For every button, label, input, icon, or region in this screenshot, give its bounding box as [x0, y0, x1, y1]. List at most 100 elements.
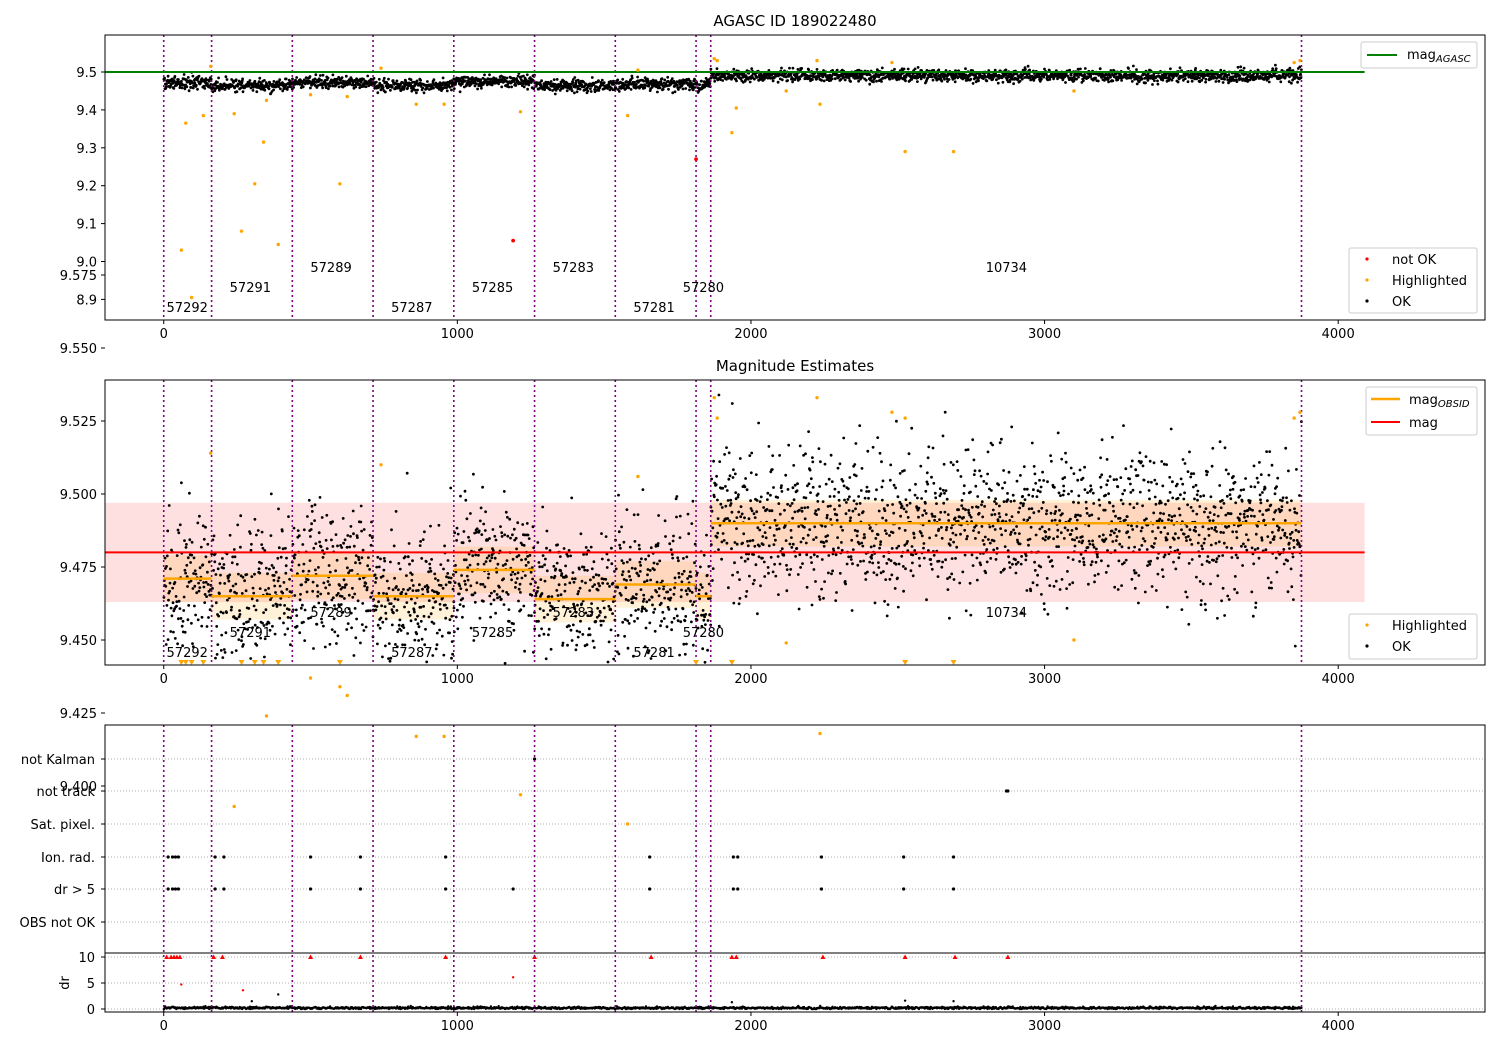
- ok-point: [663, 596, 667, 600]
- ok-point: [436, 579, 440, 582]
- ok-point: [633, 567, 637, 571]
- ok-point: [242, 622, 246, 626]
- ok-point: [238, 613, 242, 616]
- ok-point: [1018, 79, 1022, 83]
- ok-point: [411, 584, 415, 587]
- ok-point: [250, 542, 253, 546]
- ok-point: [263, 79, 266, 82]
- ok-point: [817, 508, 820, 511]
- ok-point: [634, 597, 638, 600]
- ok-point: [675, 495, 679, 498]
- ok-point: [456, 627, 460, 631]
- ok-point: [637, 608, 640, 611]
- ok-point: [626, 619, 630, 623]
- ok-point: [732, 67, 736, 71]
- ok-point: [874, 537, 878, 540]
- ok-point: [689, 599, 692, 603]
- ok-point: [603, 615, 607, 619]
- ok-point: [483, 585, 487, 589]
- ok-point: [253, 79, 257, 83]
- ok-point: [602, 619, 605, 623]
- ok-point: [1001, 80, 1005, 84]
- ok-point: [540, 79, 543, 83]
- ok-point: [537, 561, 541, 564]
- ok-point: [169, 630, 173, 633]
- ok-point: [274, 591, 277, 594]
- ok-point: [731, 476, 735, 479]
- ok-point: [406, 86, 409, 90]
- ok-point: [393, 597, 397, 601]
- ok-point: [401, 623, 405, 627]
- ok-point: [521, 523, 525, 526]
- ok-point: [389, 88, 392, 92]
- ok-point: [860, 467, 864, 470]
- ok-point: [836, 536, 839, 539]
- ok-point: [523, 574, 527, 577]
- ok-point: [368, 534, 372, 537]
- ok-point: [568, 624, 571, 628]
- ok-point: [207, 560, 211, 564]
- x-tick-label: 4000: [1322, 327, 1355, 342]
- ok-point: [204, 555, 208, 559]
- ok-point: [398, 567, 402, 571]
- ok-point: [241, 90, 245, 94]
- ok-point: [707, 565, 711, 568]
- ok-point: [635, 83, 638, 86]
- ok-point: [260, 530, 264, 534]
- ok-point: [840, 541, 843, 544]
- ok-point: [577, 590, 580, 593]
- ok-point: [207, 79, 211, 83]
- ok-point: [752, 553, 755, 556]
- ok-point: [272, 88, 275, 92]
- ok-point: [182, 609, 186, 612]
- ok-point: [272, 80, 276, 83]
- ok-point: [354, 636, 358, 640]
- ok-point: [566, 554, 570, 558]
- ok-point: [421, 538, 425, 541]
- ok-point: [892, 511, 896, 515]
- ok-point: [822, 79, 826, 83]
- ok-point: [387, 642, 391, 645]
- ok-point: [298, 598, 302, 602]
- ok-point: [408, 562, 411, 566]
- ok-point: [856, 529, 859, 533]
- ok-point: [692, 611, 696, 614]
- ok-point: [718, 460, 722, 463]
- ok-point: [804, 541, 808, 545]
- ok-point: [842, 484, 846, 488]
- ok-point: [879, 543, 882, 546]
- ok-point: [415, 79, 419, 83]
- ok-point: [341, 517, 345, 520]
- ok-point: [798, 553, 802, 557]
- panel1-legend-mag-agasc: magAGASC: [1360, 41, 1478, 69]
- ok-point: [512, 527, 516, 531]
- ok-point: [931, 78, 935, 82]
- ok-point: [449, 486, 453, 490]
- ok-point: [607, 640, 611, 644]
- ok-point: [571, 577, 574, 581]
- ok-point: [625, 579, 628, 582]
- ok-point: [416, 614, 419, 618]
- ok-point: [699, 565, 702, 569]
- ok-point: [704, 613, 708, 616]
- ok-point: [621, 620, 625, 624]
- ok-point: [652, 611, 655, 614]
- ok-point: [776, 555, 780, 558]
- ok-point: [805, 553, 809, 557]
- ok-point: [172, 81, 175, 84]
- ok-point: [817, 447, 821, 450]
- ok-point: [573, 76, 577, 79]
- ok-point: [1200, 78, 1204, 82]
- ok-point: [788, 573, 791, 577]
- highlighted-point: [276, 242, 280, 247]
- ok-point: [616, 78, 620, 82]
- ok-point: [199, 545, 203, 549]
- ok-point: [221, 557, 224, 560]
- ok-point: [277, 576, 281, 580]
- ok-point: [628, 575, 631, 578]
- ok-point: [637, 543, 641, 547]
- ok-point: [192, 556, 196, 560]
- ok-point: [896, 605, 900, 609]
- ok-point: [255, 90, 259, 94]
- ok-point: [1130, 80, 1134, 83]
